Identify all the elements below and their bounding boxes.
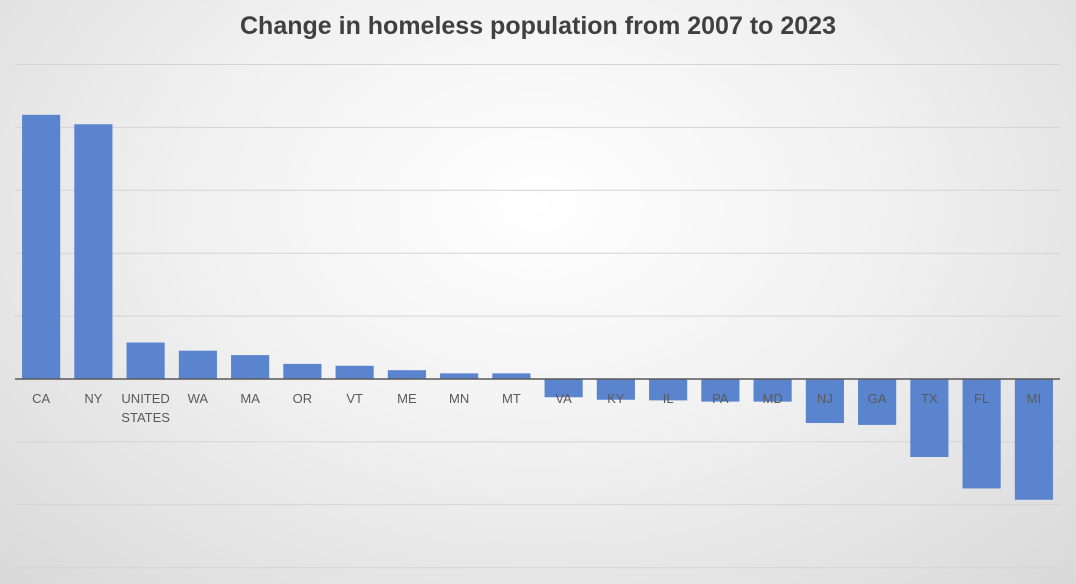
x-tick-label: TX: [921, 391, 938, 406]
bar-ny: [74, 124, 113, 379]
bar-nj: [805, 379, 844, 424]
x-tick-label: NJ: [817, 391, 833, 406]
bar-mt: [492, 373, 531, 379]
bar-fl: [962, 379, 1001, 489]
bar-tx: [910, 379, 949, 457]
bar-me: [387, 370, 426, 379]
x-tick-label: MI: [1027, 391, 1041, 406]
bar-va: [544, 379, 583, 398]
bar-md: [753, 379, 792, 402]
bar-vt: [335, 365, 374, 379]
bar-ca: [22, 114, 61, 379]
bar-il: [649, 379, 688, 401]
bar-ky: [596, 379, 635, 400]
x-tick-label: VA: [555, 391, 572, 406]
x-tick-label: CA: [32, 391, 50, 406]
x-tick-label: MA: [240, 391, 260, 406]
x-tick-label: PA: [712, 391, 729, 406]
x-tick-label: FL: [974, 391, 989, 406]
bar-mn: [440, 373, 479, 379]
x-tick-label: MD: [763, 391, 783, 406]
x-tick-label: OR: [293, 391, 313, 406]
chart-title: Change in homeless population from 2007 …: [240, 12, 836, 40]
x-tick-label: MN: [449, 391, 469, 406]
bar-mi: [1014, 379, 1053, 500]
x-tick-label: GA: [868, 391, 887, 406]
bar-or: [283, 363, 322, 379]
x-tick-label: MT: [502, 391, 521, 406]
x-tick-label: VT: [346, 391, 363, 406]
bar-ma: [231, 355, 270, 379]
x-tick-label: WA: [188, 391, 209, 406]
x-tick-label: KY: [607, 391, 625, 406]
x-tick-label: NY: [84, 391, 102, 406]
bar-pa: [701, 379, 740, 402]
x-tick-label: IL: [663, 391, 674, 406]
bar-wa: [178, 350, 217, 379]
bar-ga: [858, 379, 897, 425]
bar-united-states: [126, 342, 165, 379]
x-tick-label: UNITED STATES: [121, 391, 170, 425]
x-tick-label: ME: [397, 391, 417, 406]
